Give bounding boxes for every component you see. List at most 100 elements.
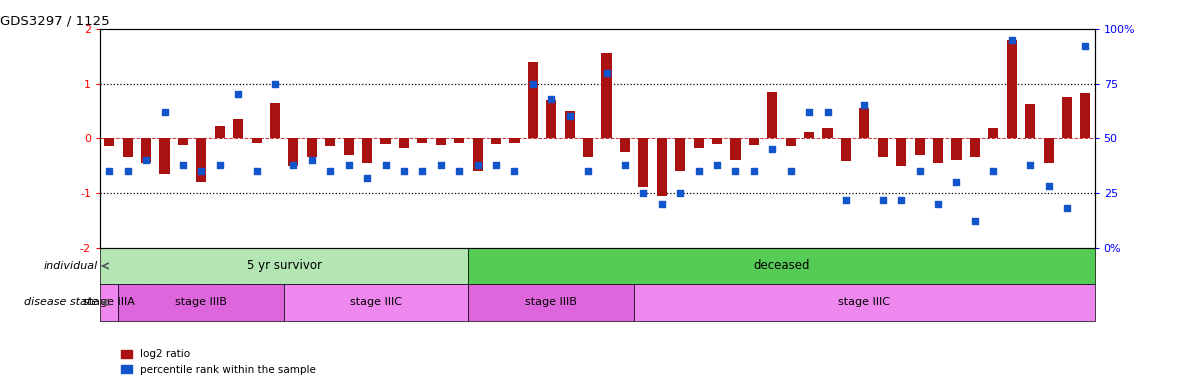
Bar [601, 53, 612, 138]
Bar [989, 128, 998, 138]
Bar [896, 138, 906, 166]
Point [192, 168, 211, 174]
Text: individual: individual [44, 261, 98, 271]
Point [1058, 205, 1077, 211]
Bar [380, 138, 391, 144]
Bar [1025, 104, 1036, 138]
Bar [399, 138, 408, 148]
Bar [878, 138, 887, 157]
Point [173, 161, 192, 167]
Text: stage IIIC: stage IIIC [351, 297, 403, 308]
Point [211, 161, 230, 167]
Bar [749, 138, 759, 145]
Bar [159, 138, 169, 174]
Bar [100, 248, 468, 284]
Point [910, 168, 929, 174]
Point [431, 161, 450, 167]
Bar [454, 138, 464, 142]
Bar [119, 284, 284, 321]
Point [597, 70, 616, 76]
Bar [638, 138, 649, 187]
Bar [915, 138, 925, 155]
Point [616, 161, 634, 167]
Bar [307, 138, 317, 157]
Bar [951, 138, 962, 160]
Text: stage IIIC: stage IIIC [838, 297, 890, 308]
Point [284, 161, 302, 167]
Point [413, 168, 432, 174]
Point [137, 157, 155, 163]
Bar [620, 138, 630, 152]
Point [837, 197, 856, 203]
Bar [1062, 97, 1072, 138]
Point [782, 168, 800, 174]
Point [118, 168, 137, 174]
Bar [141, 138, 151, 163]
Bar [933, 138, 943, 163]
Bar [178, 138, 188, 145]
Bar [565, 111, 574, 138]
Bar [840, 138, 851, 161]
Point [394, 168, 413, 174]
Point [468, 161, 487, 167]
Point [358, 175, 377, 181]
Bar [693, 138, 704, 148]
Point [579, 168, 598, 174]
Bar [197, 138, 206, 182]
Point [560, 113, 579, 119]
Point [321, 168, 340, 174]
Point [450, 168, 468, 174]
Text: deceased: deceased [753, 260, 810, 272]
Point [524, 81, 543, 87]
Bar [1044, 138, 1053, 163]
Text: GDS3297 / 1125: GDS3297 / 1125 [0, 15, 109, 28]
Point [763, 146, 782, 152]
Point [652, 201, 671, 207]
Point [892, 197, 911, 203]
Bar [418, 138, 427, 142]
Bar [284, 284, 468, 321]
Point [818, 109, 837, 115]
Point [726, 168, 745, 174]
Point [799, 109, 818, 115]
Point [634, 190, 653, 196]
Bar [859, 108, 870, 138]
Point [266, 81, 285, 87]
Point [339, 161, 358, 167]
Bar [634, 284, 1095, 321]
Point [247, 168, 266, 174]
Bar [1080, 93, 1090, 138]
Point [745, 168, 764, 174]
Point [707, 161, 726, 167]
Bar [527, 61, 538, 138]
Bar [583, 138, 593, 157]
Bar [657, 138, 667, 196]
Bar [325, 138, 335, 146]
Point [1076, 43, 1095, 50]
Bar [288, 138, 299, 166]
Point [965, 218, 984, 225]
Point [302, 157, 321, 163]
Bar [100, 284, 119, 321]
Point [541, 96, 560, 102]
Text: stage IIIA: stage IIIA [84, 297, 135, 308]
Point [228, 91, 247, 98]
Text: stage IIIB: stage IIIB [175, 297, 227, 308]
Bar [252, 138, 261, 142]
Bar [510, 138, 519, 142]
Bar [491, 138, 501, 144]
Bar [363, 138, 372, 163]
Point [505, 168, 524, 174]
Bar [105, 138, 114, 146]
Legend: log2 ratio, percentile rank within the sample: log2 ratio, percentile rank within the s… [117, 345, 320, 379]
Point [947, 179, 966, 185]
Bar [468, 248, 1095, 284]
Bar [823, 128, 832, 138]
Bar [786, 138, 796, 146]
Bar [970, 138, 980, 157]
Point [377, 161, 395, 167]
Bar [712, 138, 723, 144]
Point [690, 168, 709, 174]
Bar [1006, 40, 1017, 138]
Bar [731, 138, 740, 160]
